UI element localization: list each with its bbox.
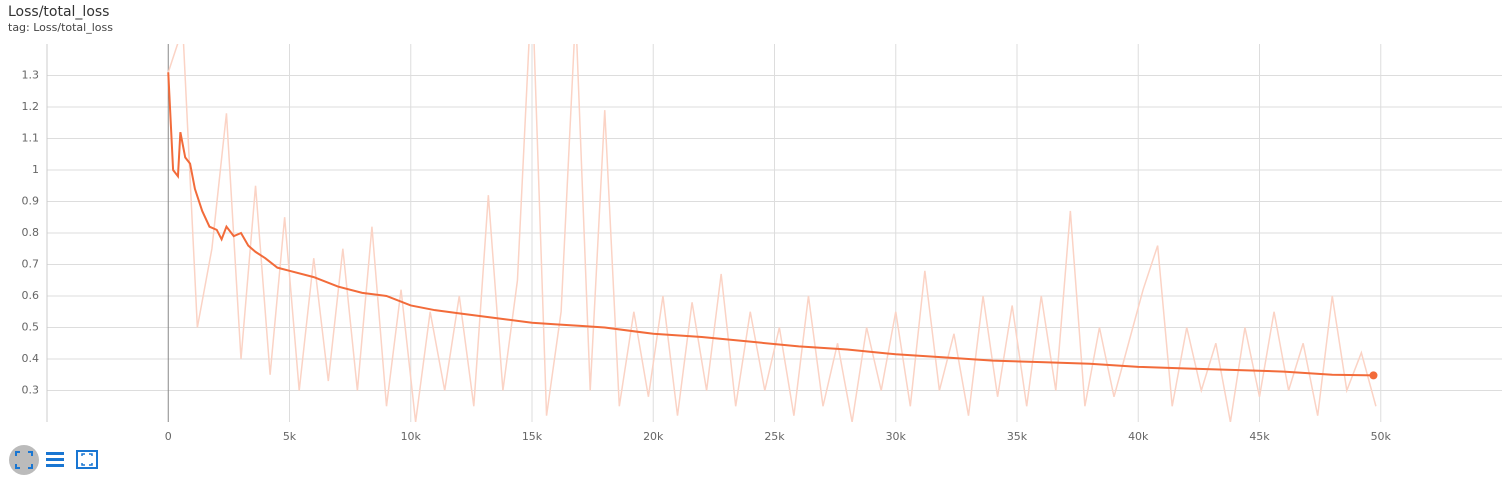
y-tick-label: 0.4 xyxy=(22,352,40,365)
x-tick-label: 15k xyxy=(522,430,543,443)
fit-domain-button[interactable] xyxy=(76,450,98,469)
log-scale-button[interactable] xyxy=(46,452,64,467)
x-tick-label: 35k xyxy=(1007,430,1028,443)
x-tick-label: 30k xyxy=(886,430,907,443)
smoothed-line xyxy=(167,72,1374,377)
icon xyxy=(46,452,64,455)
icon xyxy=(15,451,33,469)
button-bg xyxy=(9,445,39,475)
y-tick-label: 1.1 xyxy=(22,132,40,145)
chart-title: Loss/total_loss xyxy=(8,4,109,20)
y-tick-label: 0.8 xyxy=(22,226,40,239)
x-tick-label: 45k xyxy=(1249,430,1270,443)
plot-area: 0.3 0.4 0.5 0.6 0.7 0.8 0.9 1 1.1 1.2 1.3 0 5k 10k 15k… xyxy=(22,44,1502,443)
x-tick-label: 50k xyxy=(1371,430,1392,443)
y-tick-label: 1 xyxy=(32,163,39,176)
x-tick-label: 0 xyxy=(165,430,172,443)
y-tick-label: 1.2 xyxy=(22,100,40,113)
y-tick-label: 1.3 xyxy=(22,69,40,82)
y-tick-label: 0.6 xyxy=(22,289,40,302)
icon xyxy=(81,453,93,466)
y-tick-label: 0.9 xyxy=(22,195,40,208)
series-group xyxy=(167,44,1378,422)
icon xyxy=(46,458,64,461)
x-tick-label: 25k xyxy=(764,430,785,443)
fullscreen-button[interactable] xyxy=(9,445,39,475)
x-tick-label: 5k xyxy=(283,430,297,443)
chart-subtitle: tag: Loss/total_loss xyxy=(8,21,113,34)
x-tick-label: 40k xyxy=(1128,430,1149,443)
y-tick-label: 0.3 xyxy=(22,384,40,397)
x-tick-label: 10k xyxy=(401,430,422,443)
end-point xyxy=(1369,371,1378,380)
icon xyxy=(76,450,98,469)
x-tick-label: 20k xyxy=(643,430,664,443)
y-tick-label: 0.5 xyxy=(22,321,40,334)
icon xyxy=(46,464,64,467)
raw-line xyxy=(167,44,1377,422)
y-tick-label: 0.7 xyxy=(22,258,40,271)
